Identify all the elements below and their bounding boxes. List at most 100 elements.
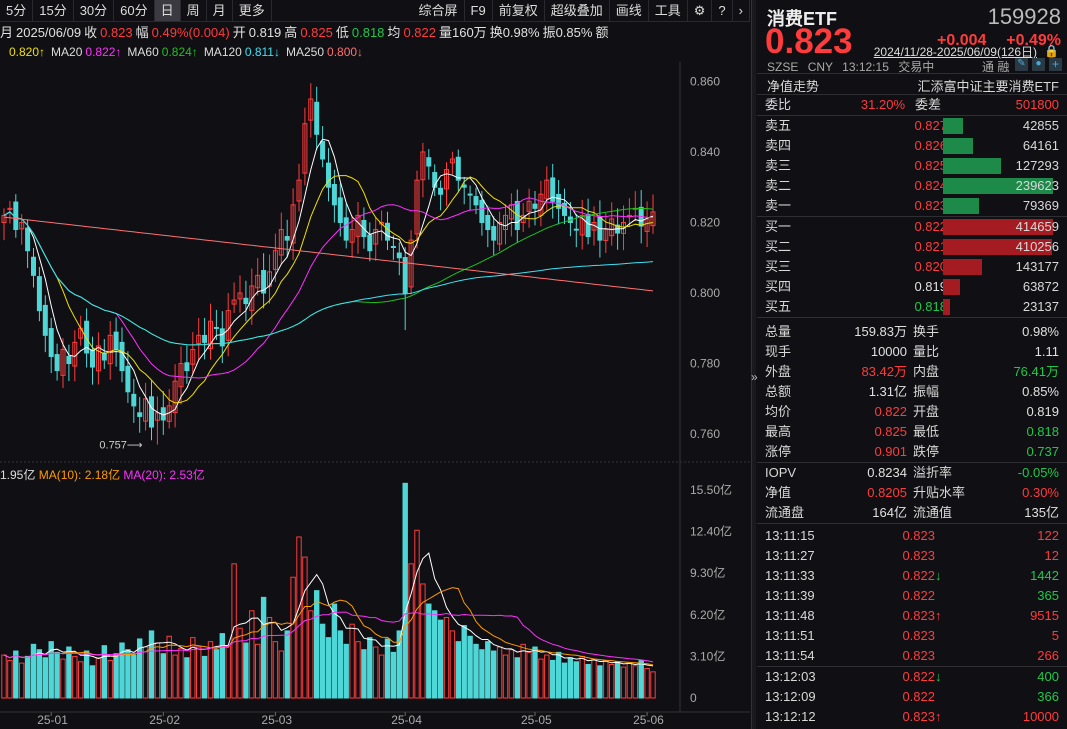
tick-volume: 122	[1037, 528, 1059, 543]
bids-level-2[interactable]: 买二 0.821 410256	[757, 237, 1067, 257]
kline-chart[interactable]: 0.860 0.840 0.820 0.800 0.780 0.760 15.50亿 12.4…	[0, 62, 750, 729]
stats-row: 现手 10000 量比 1.11	[757, 342, 1067, 362]
info-low: 0.818	[351, 25, 385, 40]
candle-up	[296, 179, 302, 202]
period-tab-6[interactable]: 月	[207, 0, 233, 21]
tick-time: 13:11:51	[765, 628, 815, 643]
level-price: 0.821	[914, 239, 947, 254]
tick-volume: 9515	[1030, 608, 1059, 623]
tick-row: 13:11:39 0.822 365	[757, 586, 1067, 606]
level-label: 买三	[765, 259, 792, 274]
asks-level-3[interactable]: 卖三 0.825 127293	[757, 156, 1067, 176]
tick-row: 13:11:54 0.823 266	[757, 646, 1067, 666]
asks-level-1[interactable]: 卖五 0.827 42855	[757, 116, 1067, 136]
stat-label: 开盘	[913, 404, 940, 419]
asks-level-4[interactable]: 卖二 0.824 239623	[757, 176, 1067, 196]
period-tab-5[interactable]: 周	[181, 0, 207, 21]
candle-up	[603, 229, 609, 241]
period-tab-1[interactable]: 15分	[33, 0, 74, 21]
toolbar-button-4[interactable]: 画线	[610, 0, 649, 21]
candle-down	[343, 217, 349, 241]
volume-bar	[538, 658, 544, 699]
panel-divider[interactable]	[751, 0, 756, 729]
toolbar-button-0[interactable]: 综合屏	[413, 0, 465, 21]
volume-bar	[83, 650, 90, 699]
toolbar-button-3[interactable]: 超级叠加	[545, 0, 610, 21]
level-volume-bar	[943, 299, 950, 315]
candle-up	[414, 179, 420, 235]
collapse-panel-icon[interactable]: »	[751, 370, 758, 384]
toolbar-spacer	[272, 0, 413, 21]
tick-volume: 1442	[1030, 568, 1059, 583]
last-price: 0.823	[765, 22, 853, 61]
level-label: 买二	[765, 239, 792, 254]
period-tab-7[interactable]: 更多	[233, 0, 272, 21]
volume-bar	[237, 627, 243, 699]
period-tab-3[interactable]: 60分	[114, 0, 155, 21]
x-tick-label: 25-05	[521, 713, 552, 727]
volume-bar	[284, 630, 290, 699]
volume-bar	[520, 643, 526, 699]
down-arrow-icon: ↓	[935, 669, 942, 684]
volume-bar	[508, 649, 515, 699]
volume-bar	[231, 563, 237, 699]
ma120-line	[3, 211, 654, 346]
toolbar-button-5[interactable]: 工具	[649, 0, 688, 21]
stat-label: 跌停	[913, 444, 940, 459]
candle-up	[231, 299, 237, 305]
settings-gear-icon[interactable]: ⚙	[688, 0, 713, 21]
asks-level-2[interactable]: 卖四 0.826 64161	[757, 136, 1067, 156]
tick-price: 0.823	[902, 709, 935, 724]
up-arrow-icon: ↑	[935, 608, 942, 623]
volume-bar	[319, 623, 326, 699]
ma-value: 0.820↑	[9, 45, 46, 59]
info-turnover: 换0.98%	[489, 25, 540, 40]
x-tick-label: 25-01	[37, 713, 68, 727]
price-tick-label: 0.780	[690, 357, 720, 371]
period-tab-4[interactable]: 日	[154, 0, 181, 21]
order-book: 委比 31.20% 委差 501800 卖五 0.827 42855 卖四 0.826 64161…	[757, 95, 1067, 727]
candle-up	[190, 348, 196, 365]
lock-icon[interactable]: 🔒	[1044, 44, 1059, 58]
stat-label: 溢折率	[913, 465, 953, 480]
candle-down	[562, 202, 567, 216]
bids-level-1[interactable]: 买一 0.822 414659	[757, 217, 1067, 237]
stat-value: 0.825	[874, 424, 907, 439]
price-tick-label: 0.860	[690, 74, 720, 88]
tick-price: 0.823	[902, 628, 935, 643]
volume-bar	[260, 596, 267, 699]
tong-label: 通	[982, 60, 995, 74]
level-volume: 127293	[1015, 158, 1059, 173]
toolbar-button-1[interactable]: F9	[465, 0, 493, 21]
up-arrow-icon: ↑	[935, 709, 942, 724]
edit-icon[interactable]: ✎	[1015, 58, 1028, 71]
info-close: 0.823	[100, 25, 133, 40]
level-price: 0.820	[914, 259, 947, 274]
volume-bar	[479, 649, 485, 699]
help-icon[interactable]: ?	[712, 0, 733, 21]
level-label: 买四	[765, 279, 792, 294]
level-label: 卖一	[765, 198, 792, 213]
period-tab-0[interactable]: 5分	[0, 0, 34, 21]
asks-level-5[interactable]: 卖一 0.823 79369	[757, 196, 1067, 216]
stat-value: 0.819	[1026, 404, 1059, 419]
toolbar-button-2[interactable]: 前复权	[493, 0, 545, 21]
period-tab-2[interactable]: 30分	[74, 0, 115, 21]
more-arrow-icon[interactable]: ›	[733, 0, 750, 21]
date-range-selector[interactable]: 2024/11/28-2025/06/09(126日)	[873, 45, 1037, 59]
add-watchlist-icon[interactable]: +	[1049, 58, 1062, 71]
volume-tick-label: 0	[690, 691, 697, 705]
volume-bar	[585, 663, 591, 699]
stat-label: 内盘	[913, 364, 940, 379]
bids-level-5[interactable]: 买五 0.818 23137	[757, 297, 1067, 317]
bids-level-3[interactable]: 买三 0.820 143177	[757, 257, 1067, 277]
candle-down	[48, 328, 54, 357]
candle-down	[556, 193, 562, 209]
candle-up	[143, 398, 149, 422]
level-volume: 410256	[1015, 239, 1059, 254]
alert-bell-icon[interactable]: ●	[1032, 58, 1045, 71]
volume-bar	[60, 658, 66, 699]
bids-level-4[interactable]: 买四 0.819 63872	[757, 277, 1067, 297]
blank	[935, 526, 949, 546]
nav-trend-link[interactable]: 净值走势	[767, 79, 820, 94]
